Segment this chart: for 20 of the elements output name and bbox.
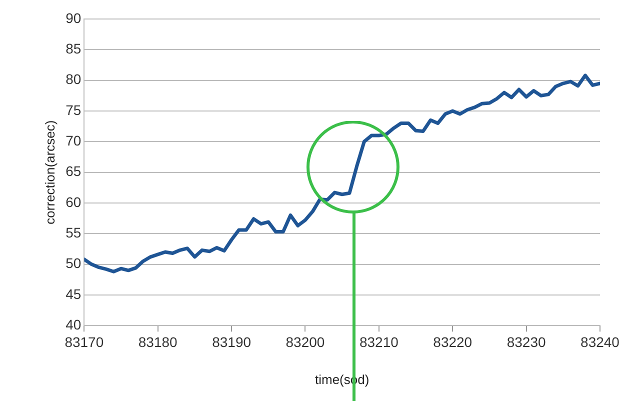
y-tick-label: 70 [66,132,82,148]
x-tick-label: 83220 [433,334,472,350]
x-tick-label: 83210 [359,334,399,350]
y-tick-label: 40 [66,316,82,332]
x-tick-label: 83240 [580,334,620,350]
y-tick-label: 50 [66,255,82,272]
y-tick-label: 90 [66,10,82,26]
y-tick-label: 75 [66,102,82,118]
x-tick-label: 83180 [138,334,178,350]
x-tick-label: 83190 [212,334,252,350]
y-tick-label: 80 [66,71,82,88]
x-tick-label: 83170 [64,334,104,350]
y-tick-label: 65 [66,163,82,180]
y-tick-label: 55 [66,224,82,240]
y-tick-label: 45 [66,286,82,302]
y-axis-title: correction(arcsec) [42,120,58,224]
y-tick-label: 85 [66,40,82,57]
x-tick-label: 83230 [506,334,546,350]
y-tick-label: 60 [66,194,82,210]
x-tick-label: 83200 [286,334,325,350]
